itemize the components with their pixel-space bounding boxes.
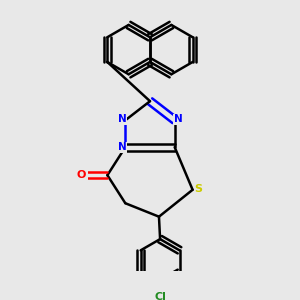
Text: O: O bbox=[77, 170, 86, 180]
Text: N: N bbox=[118, 114, 126, 124]
Text: Cl: Cl bbox=[154, 292, 166, 300]
Text: N: N bbox=[118, 142, 126, 152]
Text: S: S bbox=[194, 184, 202, 194]
Text: N: N bbox=[174, 114, 182, 124]
